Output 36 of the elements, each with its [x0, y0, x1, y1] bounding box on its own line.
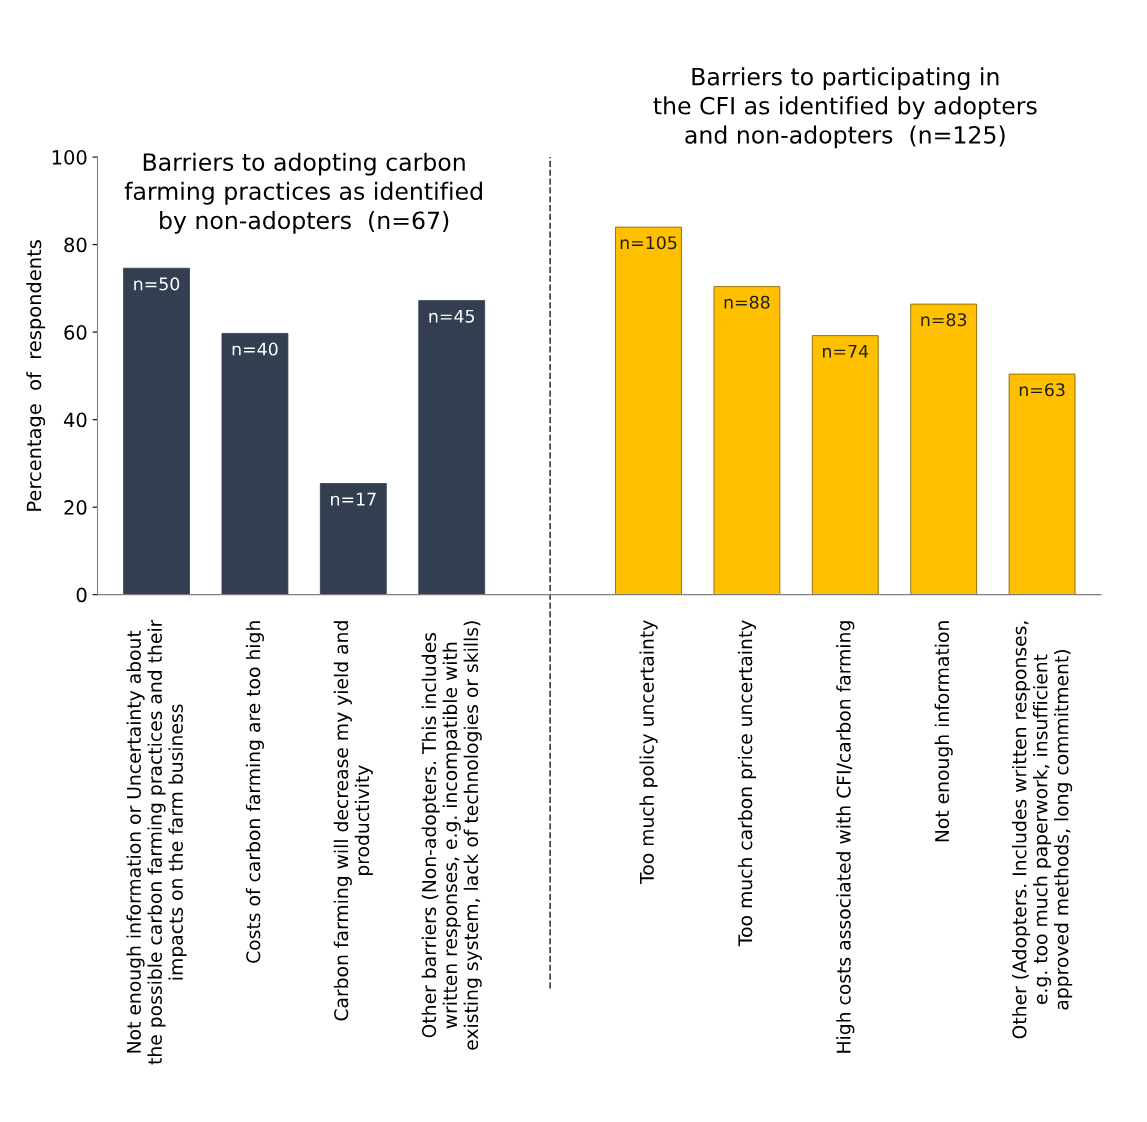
x-tick-label: Not enough information [934, 621, 953, 842]
bar [418, 300, 486, 595]
x-tick-label: Not enough information or Uncertainty about the possible carbon farming practices and their impacts on the farm business [126, 619, 187, 1065]
bar [123, 267, 190, 595]
bar [713, 286, 781, 595]
y-tick-label: 60 [64, 325, 87, 340]
annotation: n=17 [331, 492, 376, 506]
x-tick-label: Other barriers (Non-adopters. This includes written responses, e.g. incompatible with existing system, lack of technologies or skills) [421, 621, 482, 1050]
annotation: n=63 [1019, 383, 1065, 397]
annotation: Barriers to adopting carbon farming practices as identified by non-adopters (n=67) [124, 152, 482, 234]
annotation: n=74 [823, 344, 869, 358]
y-tick-label: 0 [76, 587, 87, 603]
y-tick-label: 80 [64, 237, 87, 253]
x-tick-label: Too much carbon price uncertainty [737, 620, 756, 947]
x-tick-label: Too much policy uncertainty [639, 620, 658, 885]
x-tick-label: Other (Adopters. Includes written responses, e.g. too much paperwork, insufficient approved methods, long commitment) [1012, 621, 1073, 1039]
annotation: n=83 [921, 313, 967, 327]
bar [221, 333, 289, 595]
x-tick-label: Costs of carbon farming are too high [245, 621, 264, 963]
annotation: n=40 [232, 342, 278, 356]
y-tick-label: 20 [64, 500, 87, 515]
bar [910, 303, 978, 595]
annotation: n=105 [620, 236, 677, 250]
bar [1008, 373, 1076, 595]
annotation: n=50 [134, 277, 180, 291]
bar [319, 483, 387, 595]
y-axis-title: Percentage of respondents [26, 240, 46, 511]
annotation: n=45 [429, 309, 475, 323]
text: Barriers to participating in the CFI as identified by adopters and non-adopters (n=125) [653, 67, 1037, 149]
y-tick-label: 100 [52, 150, 87, 165]
x-tick-label: High costs associated with CFI/carbon farming [836, 621, 855, 1053]
bar [615, 226, 682, 595]
annotation: n=88 [724, 295, 770, 309]
y-tick-label: 40 [63, 412, 87, 428]
x-tick-label: Carbon farming will decrease my yield and productivity [333, 621, 373, 1021]
bar [811, 335, 879, 595]
